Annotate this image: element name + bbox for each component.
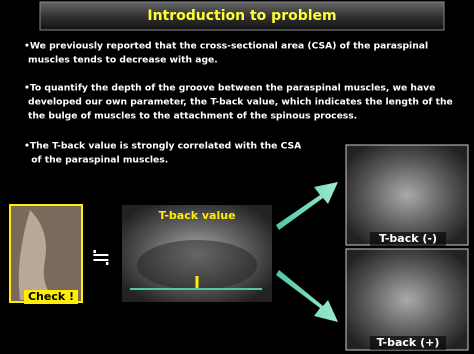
bullet-line: •The T-back value is strongly correlated…: [24, 141, 302, 152]
mri-bottom: [345, 248, 469, 351]
arrow-up: [276, 182, 338, 230]
check-label: Check !: [28, 290, 74, 303]
check-badge: [24, 290, 78, 304]
tback-minus-label: T-back (-): [379, 232, 437, 245]
bullet-line: the bulge of muscles to the attachment o…: [28, 111, 357, 122]
arrow-down: [276, 270, 338, 322]
bullets: •We previously reported that the cross-s…: [24, 41, 453, 166]
bullet-line: developed our own parameter, the T-back …: [28, 97, 453, 108]
tback-plus-label: T-back (+): [377, 336, 440, 349]
body-silhouette: [18, 210, 55, 300]
mri-top: [345, 144, 469, 246]
bullet-line: •To quantify the depth of the groove bet…: [24, 83, 435, 94]
approx-symbol: ≒: [91, 243, 111, 271]
mri-shape: [137, 240, 257, 290]
bullet-line: muscles tends to decrease with age.: [28, 55, 218, 66]
bullet-line: •We previously reported that the cross-s…: [24, 41, 428, 52]
label-bg: [370, 336, 446, 350]
title-bar: [39, 1, 445, 31]
label-bg: [370, 232, 446, 246]
bullet-line: of the paraspinal muscles.: [28, 155, 168, 166]
tback-value-label: T-back value: [158, 209, 235, 222]
title: Introduction to problem: [147, 8, 336, 24]
